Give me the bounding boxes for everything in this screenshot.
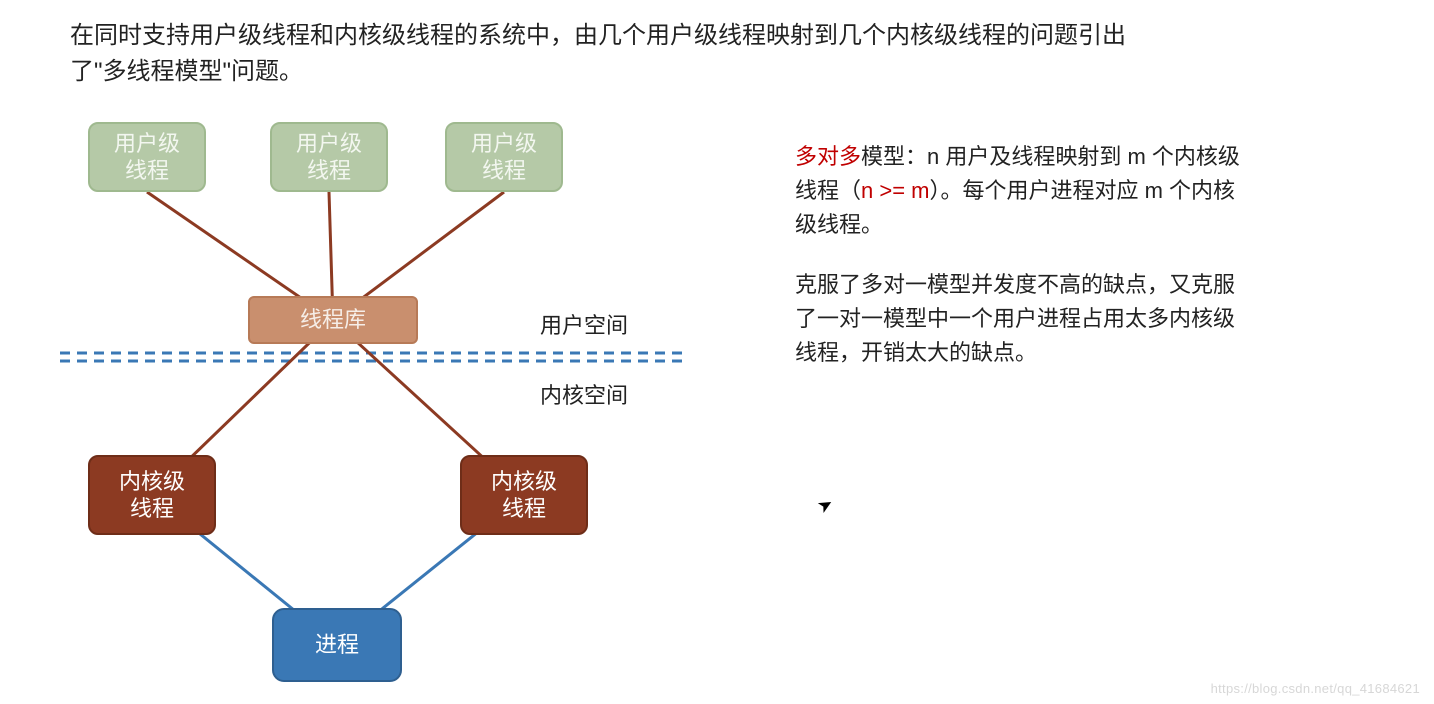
threading-model-diagram: 用户级 线程 用户级 线程 用户级 线程 线程库 内核级 线程 内核级 线程 进… [60,110,760,700]
user-space-label: 用户空间 [540,308,628,340]
highlight-nm: n >= m [861,178,929,203]
explanation-text: 多对多模型：n 用户及线程映射到 m 个内核级线程（n >= m）。每个用户进程… [795,140,1255,397]
watermark: https://blog.csdn.net/qq_41684621 [1211,681,1420,696]
user-thread-3: 用户级 线程 [445,122,563,192]
intro-text: 在同时支持用户级线程和内核级线程的系统中，由几个用户级线程映射到几个内核级线程的… [70,18,1180,90]
diagram-edges [60,110,760,700]
highlight-m2m: 多对多 [795,144,861,169]
kernel-space-label: 内核空间 [540,378,628,410]
m2m-paragraph-1: 多对多模型：n 用户及线程映射到 m 个内核级线程（n >= m）。每个用户进程… [795,140,1255,242]
user-thread-1: 用户级 线程 [88,122,206,192]
cursor-icon: ➤ [814,493,838,519]
kernel-thread-2: 内核级 线程 [460,455,588,535]
m2m-paragraph-2: 克服了多对一模型并发度不高的缺点，又克服了一对一模型中一个用户进程占用太多内核级… [795,268,1255,370]
process: 进程 [272,608,402,682]
user-thread-2: 用户级 线程 [270,122,388,192]
kernel-thread-1: 内核级 线程 [88,455,216,535]
thread-library: 线程库 [248,296,418,344]
